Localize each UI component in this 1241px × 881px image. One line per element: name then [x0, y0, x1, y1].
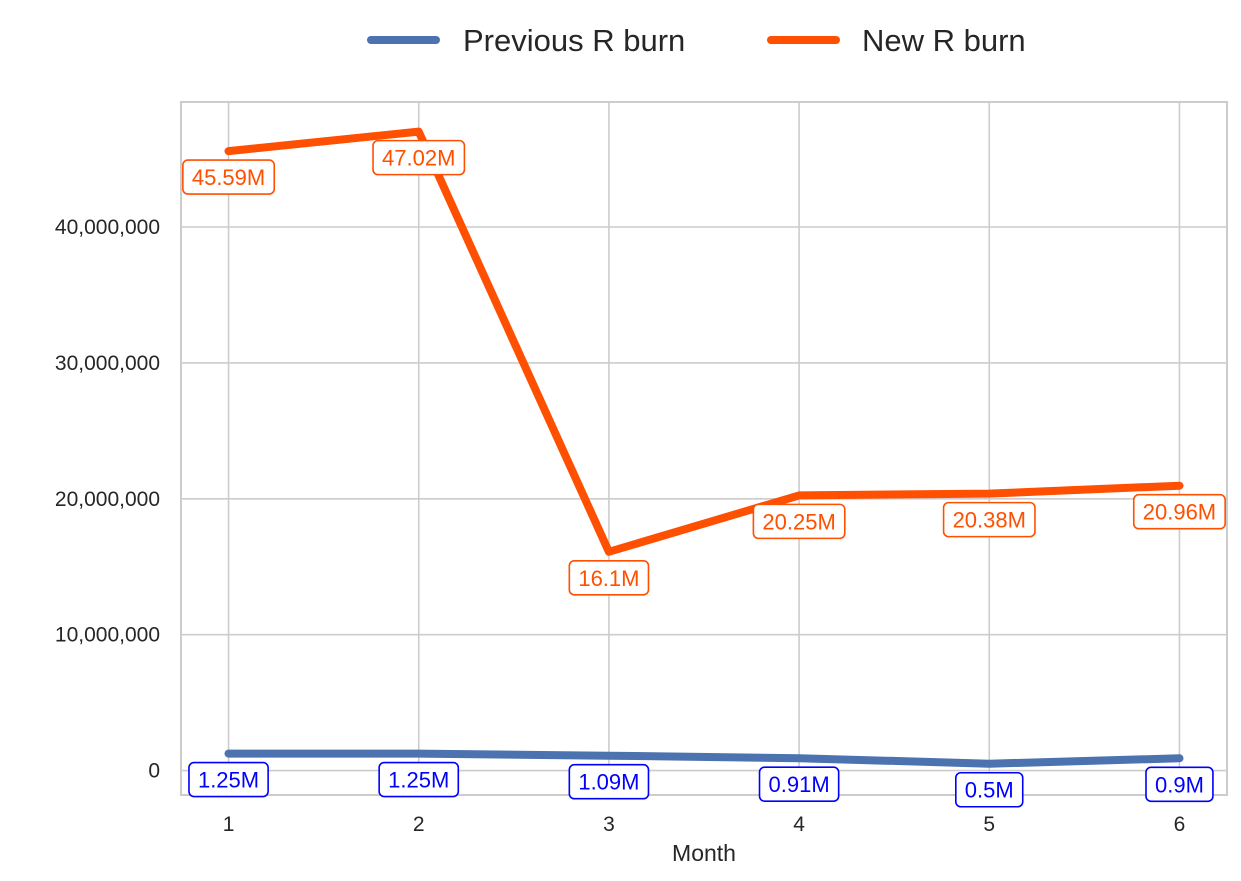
data-label-text: 20.25M [762, 509, 835, 534]
series-lines [224, 127, 1184, 768]
data-label-new-r-burn: 20.96M [1132, 493, 1226, 530]
data-label-previous-r-burn: 1.09M [568, 763, 650, 800]
data-label-text: 47.02M [382, 146, 455, 171]
data-label-text: 0.91M [769, 772, 830, 797]
data-label-text: 1.09M [578, 770, 639, 795]
y-axis-ticks: 0 10,000,000 20,000,000 30,000,000 40,000,00… [55, 216, 160, 783]
data-label-text: 0.5M [965, 778, 1014, 803]
data-label-previous-r-burn: 0.91M [758, 766, 840, 802]
legend-label-previous-r-burn: Previous R burn [463, 23, 685, 58]
data-label-previous-r-burn: 1.25M [378, 761, 460, 798]
data-label-box [182, 159, 276, 195]
data-label-text: 1.25M [198, 768, 259, 793]
x-axis-ticks: 1 2 3 4 5 6 [223, 813, 1186, 836]
y-tick-label: 10,000,000 [55, 624, 160, 647]
data-label-text: 45.59M [192, 165, 265, 190]
legend: Previous R burn New R burn [367, 23, 1026, 58]
data-label-box [568, 559, 650, 596]
data-label-box [568, 763, 650, 800]
data-label-new-r-burn: 45.59M [182, 159, 276, 195]
data-label-new-r-burn: 47.02M [372, 139, 466, 176]
x-tick-label: 3 [603, 813, 615, 836]
data-label-box [1132, 493, 1226, 530]
data-label-previous-r-burn: 0.5M [955, 771, 1024, 808]
y-tick-label: 40,000,000 [55, 216, 160, 239]
data-label-new-r-burn: 16.1M [568, 559, 650, 596]
data-label-text: 20.96M [1143, 500, 1216, 525]
data-label-text: 20.38M [953, 508, 1026, 533]
data-label-box [758, 766, 840, 802]
y-tick-label: 20,000,000 [55, 488, 160, 511]
data-label-box [378, 761, 460, 798]
data-label-box [752, 503, 846, 540]
data-label-text: 16.1M [578, 566, 639, 591]
x-axis-label: Month [672, 840, 736, 866]
data-label-previous-r-burn: 0.9M [1145, 766, 1214, 803]
x-tick-label: 6 [1174, 813, 1186, 836]
plot-area-frame [180, 101, 1228, 796]
data-labels: 1.25M 1.25M 1.09M 0.91M 0.5M 0.9M 45.59M 47.02M… [182, 139, 1226, 808]
series-line-new-r-burn [224, 127, 1184, 556]
data-label-box [955, 771, 1024, 808]
data-label-new-r-burn: 20.38M [942, 501, 1036, 538]
legend-label-new-r-burn: New R burn [862, 23, 1026, 58]
data-label-previous-r-burn: 1.25M [188, 761, 269, 798]
x-tick-label: 5 [983, 813, 995, 836]
data-label-text: 1.25M [388, 768, 449, 793]
y-tick-label: 0 [148, 760, 160, 783]
series-line-previous-r-burn [224, 749, 1184, 768]
x-tick-label: 4 [793, 813, 805, 836]
data-label-box [372, 139, 466, 176]
x-tick-label: 2 [413, 813, 425, 836]
y-tick-label: 30,000,000 [55, 352, 160, 375]
x-tick-label: 1 [223, 813, 235, 836]
data-label-box [1145, 766, 1214, 803]
data-label-text: 0.9M [1155, 772, 1204, 797]
data-label-box [942, 501, 1036, 538]
data-label-box [188, 761, 269, 798]
data-label-new-r-burn: 20.25M [752, 503, 846, 540]
grid-lines [181, 102, 1227, 795]
